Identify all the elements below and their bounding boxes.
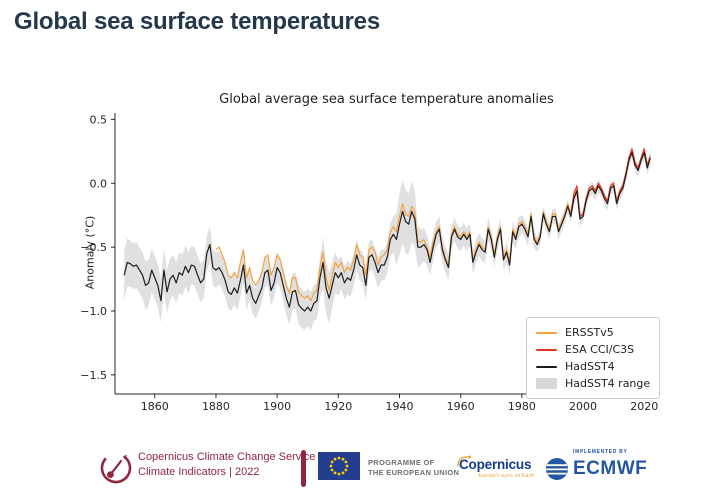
eu-programme-text: PROGRAMME OF THE EUROPEAN UNION bbox=[368, 458, 459, 477]
x-tick-label: 1900 bbox=[263, 400, 291, 413]
y-tick-label: 0.0 bbox=[90, 177, 108, 190]
ecmwf-globe-icon bbox=[546, 458, 568, 480]
footer-logos: Copernicus Climate Change Service Climat… bbox=[0, 443, 720, 497]
c3s-service-name: Copernicus Climate Change Service bbox=[138, 451, 316, 463]
copernicus-name: Copernicus bbox=[459, 457, 532, 472]
legend-item: HadSST4 range bbox=[536, 375, 650, 392]
eu-flag-icon bbox=[318, 452, 360, 480]
x-tick-label: 1880 bbox=[202, 400, 230, 413]
x-tick-label: 2000 bbox=[569, 400, 597, 413]
legend-swatch bbox=[536, 378, 557, 389]
copernicus-tagline: Europe's eyes on Earth bbox=[478, 473, 535, 479]
hadsst4-range-band bbox=[124, 146, 651, 331]
legend-item: ERSSTv5 bbox=[536, 324, 650, 341]
legend-swatch bbox=[536, 365, 557, 368]
x-tick-label: 1940 bbox=[386, 400, 414, 413]
x-tick-label: 1860 bbox=[141, 400, 169, 413]
legend-item: HadSST4 bbox=[536, 358, 650, 375]
eu-programme-line2: THE EUROPEAN UNION bbox=[368, 467, 460, 477]
ecmwf-name: ECMWF bbox=[573, 458, 648, 479]
x-tick-label: 1920 bbox=[324, 400, 352, 413]
hadsst4-line bbox=[123, 151, 651, 312]
legend-swatch bbox=[536, 331, 557, 334]
y-tick-label: 0.5 bbox=[90, 113, 108, 126]
y-tick-label: −1.5 bbox=[80, 369, 107, 382]
copernicus-swoosh-icon bbox=[457, 455, 471, 467]
legend-item: ESA CCI/C3S bbox=[536, 341, 650, 358]
page-title: Global sea surface temperatures bbox=[14, 8, 380, 35]
chart-title: Global average sea surface temperature a… bbox=[219, 92, 554, 107]
x-tick-label: 1960 bbox=[447, 400, 475, 413]
chart-legend: ERSSTv5 ESA CCI/C3S HadSST4 HadSST4 range bbox=[526, 317, 661, 399]
c3s-indicators-year: Climate Indicators | 2022 bbox=[138, 466, 260, 478]
y-tick-label: −0.5 bbox=[80, 241, 107, 254]
y-tick-label: −1.0 bbox=[80, 305, 107, 318]
chart-canvas: 0.5 0.0 −0.5 −1.0 −1.5 1860 1880 1900 1920 1940 19… bbox=[80, 113, 658, 413]
footer-divider bbox=[301, 450, 306, 487]
legend-label: ERSSTv5 bbox=[565, 326, 614, 339]
legend-label: HadSST4 bbox=[565, 360, 615, 373]
c3s-text-block: Copernicus Climate Change Service Climat… bbox=[138, 450, 315, 480]
copernicus-logo-block: Copernicus Europe's eyes on Earth bbox=[457, 455, 535, 479]
legend-label: HadSST4 range bbox=[565, 377, 651, 390]
ecmwf-implemented-by: IMPLEMENTED BY bbox=[573, 449, 628, 455]
x-tick-label: 2020 bbox=[630, 400, 658, 413]
x-tick-label: 1980 bbox=[508, 400, 536, 413]
eu-programme-line1: PROGRAMME OF bbox=[368, 458, 435, 467]
legend-swatch bbox=[536, 348, 557, 351]
copernicus-wordmark: Copernicus bbox=[457, 455, 535, 472]
legend-label: ESA CCI/C3S bbox=[565, 343, 635, 356]
ecmwf-logo-block: IMPLEMENTED BY ECMWF bbox=[545, 449, 647, 481]
c3s-logo-icon bbox=[100, 452, 132, 484]
